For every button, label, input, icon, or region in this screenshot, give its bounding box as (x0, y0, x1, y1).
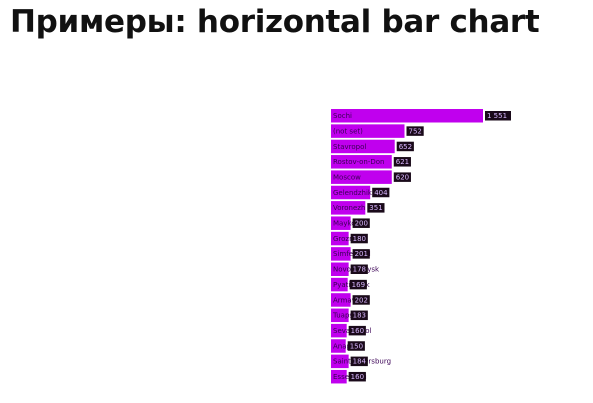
value-label: 652 (399, 143, 412, 151)
bar (331, 277, 348, 292)
value-label-box (348, 325, 366, 336)
value-label-box (352, 249, 370, 259)
bar (331, 308, 349, 323)
bar (331, 201, 366, 215)
bar (331, 185, 371, 200)
value-label: 752 (409, 127, 422, 135)
value-label-box (393, 172, 411, 182)
value-label-box (350, 310, 368, 321)
value-label-box (396, 141, 414, 152)
category-label: Anapa (333, 342, 355, 350)
category-label: Simferopol (333, 250, 371, 258)
category-label: Grozny (333, 235, 358, 243)
value-label-box (372, 187, 390, 198)
bar (331, 155, 392, 169)
bar (331, 231, 349, 246)
value-label: 178 (353, 266, 366, 274)
category-label: Moscow (333, 173, 361, 181)
category-label: Maykop (333, 220, 361, 228)
value-label-box (347, 341, 365, 351)
value-label: 150 (350, 342, 363, 350)
value-label: 351 (369, 204, 382, 212)
value-label-box (348, 371, 366, 382)
value-label: 621 (396, 158, 409, 166)
bar (331, 124, 405, 138)
bar (331, 262, 349, 276)
value-label: 1 551 (487, 112, 507, 120)
value-label: 160 (351, 327, 364, 335)
category-label: Gelendzhik (333, 189, 373, 197)
value-label: 202 (355, 296, 368, 304)
bar (331, 369, 347, 384)
bar (331, 139, 395, 154)
value-label-box (352, 218, 370, 228)
value-label-box (349, 279, 367, 290)
value-label: 183 (353, 312, 366, 320)
category-label: (not set) (333, 127, 363, 135)
value-label: 169 (352, 281, 365, 289)
value-label-box (393, 157, 411, 167)
bar (331, 216, 351, 230)
category-label: Stavropol (333, 143, 366, 151)
bar (331, 293, 351, 307)
value-label: 404 (374, 189, 388, 197)
value-label: 184 (353, 358, 367, 366)
value-label-box (350, 264, 368, 274)
category-label: Rostov-on-Don (333, 158, 384, 166)
value-label-box (406, 126, 424, 136)
value-label-box (350, 233, 368, 244)
value-label-box (352, 295, 370, 305)
category-label: Voronezh (333, 204, 365, 212)
value-label: 200 (355, 220, 368, 228)
bar (331, 323, 347, 338)
bar (331, 170, 392, 184)
value-label: 201 (355, 250, 368, 258)
category-label: Armavir (333, 296, 361, 304)
value-label-box (350, 356, 368, 367)
value-label-box (367, 203, 385, 213)
bar (331, 247, 351, 261)
value-label: 620 (396, 173, 409, 181)
bar (331, 109, 483, 123)
value-label-box (485, 111, 511, 121)
bar (331, 339, 346, 353)
category-label: Sochi (333, 112, 352, 120)
category-label: Tuapse (332, 312, 357, 320)
value-label: 180 (353, 235, 366, 243)
page-title: Примеры: horizontal bar chart (10, 4, 540, 40)
value-label: 160 (351, 373, 364, 381)
bar (331, 354, 349, 369)
